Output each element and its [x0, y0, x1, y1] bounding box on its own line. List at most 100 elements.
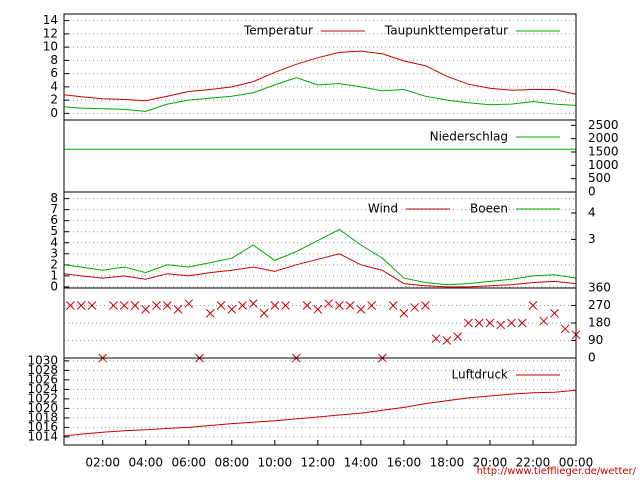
direction-point: [109, 301, 118, 310]
x-tick-label: 10:00: [258, 456, 293, 470]
direction-point: [162, 301, 172, 310]
series-line: [63, 389, 577, 437]
direction-point: [270, 301, 280, 310]
x-tick-label: 02:00: [85, 456, 120, 470]
y-tick-label: 1016: [27, 420, 58, 434]
y-tick-label: 8: [50, 191, 58, 205]
y2-tick-label: 90: [588, 333, 603, 347]
direction-point: [528, 301, 538, 310]
y2-tick-label: 2000: [588, 131, 619, 145]
y-tick-label: 2: [50, 257, 58, 271]
x-tick-label: 04:00: [128, 456, 163, 470]
direction-point: [130, 301, 140, 310]
legend-label: Luftdruck: [451, 368, 508, 382]
y-tick-label: 2: [50, 93, 58, 107]
y2-tick-label: 180: [588, 316, 611, 330]
x-tick-label: 14:00: [344, 456, 379, 470]
legend-label: Taupunkttemperatur: [384, 24, 508, 38]
x-tick-label: 20:00: [473, 456, 508, 470]
direction-point: [560, 324, 570, 334]
direction-point: [367, 301, 376, 310]
y2-tick-label: 3: [588, 232, 596, 246]
direction-point: [356, 305, 366, 314]
series-line: [63, 228, 577, 286]
series-line: [63, 50, 577, 102]
y-tick-label: 3: [50, 246, 58, 260]
direction-point: [216, 301, 226, 310]
footer-link: http://www.tiefflieger.de/wetter/: [477, 466, 637, 477]
legend-label: Niederschlag: [430, 130, 508, 144]
direction-point: [421, 301, 430, 310]
direction-point: [324, 299, 333, 308]
y-tick-label: 5: [50, 224, 58, 238]
y-tick-label: 0: [50, 106, 58, 120]
direction-point: [119, 301, 129, 310]
direction-point: [281, 301, 290, 310]
direction-point: [66, 301, 75, 310]
direction-point: [152, 301, 161, 310]
direction-point: [87, 301, 97, 310]
x-tick-label: 18:00: [430, 456, 465, 470]
direction-point: [335, 301, 344, 310]
y-tick-label: 1026: [27, 372, 58, 386]
direction-point: [399, 308, 409, 318]
direction-point: [431, 334, 441, 343]
y-tick-label: 1030: [27, 353, 58, 367]
direction-point: [302, 301, 312, 310]
y-tick-label: 7: [50, 202, 58, 216]
y-tick-label: 1024: [27, 382, 58, 396]
direction-point: [238, 301, 247, 310]
direction-point: [76, 301, 86, 310]
y2-tick-label: 1000: [588, 158, 619, 172]
y2-tick-label: 0: [588, 185, 596, 199]
series-line: [63, 77, 577, 112]
direction-point: [205, 308, 215, 318]
y-tick-label: 14: [43, 13, 58, 27]
direction-point: [517, 318, 527, 328]
y-tick-label: 6: [50, 213, 58, 227]
direction-point: [388, 301, 398, 310]
x-tick-label: 22:00: [516, 456, 551, 470]
direction-point: [345, 301, 355, 310]
direction-point: [507, 318, 516, 328]
x-tick-label: 16:00: [387, 456, 422, 470]
x-tick-label: 08:00: [215, 456, 250, 470]
y-tick-label: 1020: [27, 401, 58, 415]
y2-tick-label: 2500: [588, 118, 619, 132]
direction-point: [453, 332, 463, 341]
legend-label: Temperatur: [243, 24, 313, 38]
y-tick-label: 1: [50, 268, 58, 282]
y-tick-label: 12: [43, 26, 58, 40]
y-tick-label: 10: [43, 40, 58, 54]
direction-point: [227, 305, 237, 314]
direction-point: [173, 305, 183, 314]
y2-tick-label: 4: [588, 205, 596, 219]
y-tick-label: 1014: [27, 429, 58, 443]
direction-point: [485, 318, 495, 328]
direction-point: [442, 336, 452, 345]
y2-tick-label: 500: [588, 171, 611, 185]
series-line: [63, 253, 577, 288]
legend-label: Boeen: [470, 202, 508, 216]
direction-point: [313, 305, 323, 314]
y-tick-label: 1028: [27, 363, 58, 377]
y-tick-label: 0: [50, 279, 58, 293]
y-tick-label: 1018: [27, 410, 58, 424]
direction-point: [259, 308, 269, 318]
direction-point: [248, 299, 258, 308]
x-tick-label: 00:00: [559, 456, 594, 470]
y-tick-label: 4: [50, 79, 58, 93]
x-tick-label: 12:00: [301, 456, 336, 470]
y2-tick-label: 360: [588, 281, 611, 295]
direction-point: [496, 320, 506, 330]
direction-point: [464, 318, 473, 328]
y2-tick-label: 0: [588, 351, 596, 365]
panel-frame: [63, 357, 577, 446]
y2-tick-label: 1500: [588, 145, 619, 159]
direction-point: [184, 299, 194, 308]
direction-point: [474, 318, 484, 328]
y-tick-label: 6: [50, 66, 58, 80]
legend-label: Wind: [368, 202, 398, 216]
y-tick-label: 8: [50, 53, 58, 67]
